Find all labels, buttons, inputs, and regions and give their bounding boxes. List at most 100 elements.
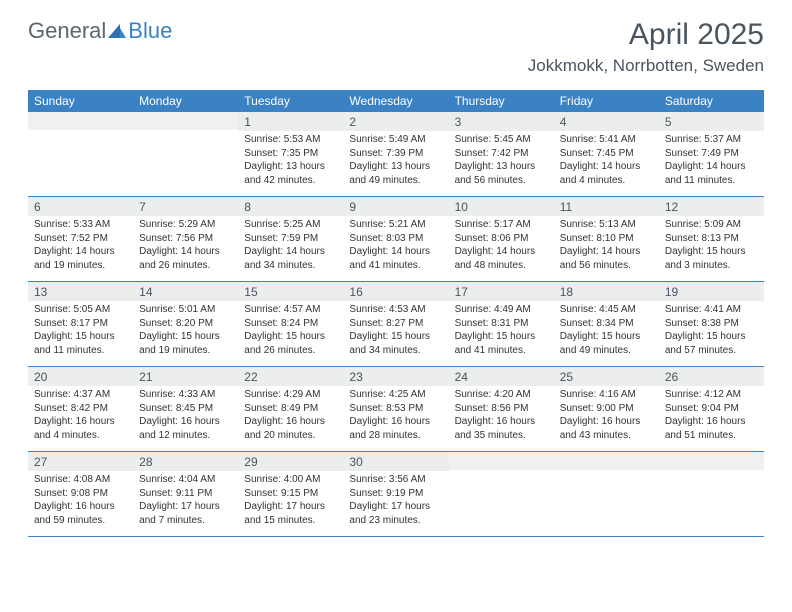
sunset-text: Sunset: 8:45 PM	[139, 402, 232, 416]
day-header-thursday: Thursday	[449, 90, 554, 112]
calendar-cell: 30Sunrise: 3:56 AMSunset: 9:19 PMDayligh…	[343, 452, 448, 536]
day-info: Sunrise: 5:29 AMSunset: 7:56 PMDaylight:…	[133, 216, 238, 274]
calendar-cell: 20Sunrise: 4:37 AMSunset: 8:42 PMDayligh…	[28, 367, 133, 451]
daylight-text: Daylight: 16 hours and 35 minutes.	[455, 415, 548, 442]
daylight-text: Daylight: 14 hours and 4 minutes.	[560, 160, 653, 187]
daylight-text: Daylight: 15 hours and 19 minutes.	[139, 330, 232, 357]
sunrise-text: Sunrise: 4:08 AM	[34, 473, 127, 487]
calendar-cell	[133, 112, 238, 196]
sunset-text: Sunset: 8:24 PM	[244, 317, 337, 331]
day-number: 25	[554, 367, 659, 386]
day-number: 29	[238, 452, 343, 471]
day-info: Sunrise: 4:29 AMSunset: 8:49 PMDaylight:…	[238, 386, 343, 444]
daylight-text: Daylight: 17 hours and 7 minutes.	[139, 500, 232, 527]
day-info: Sunrise: 4:53 AMSunset: 8:27 PMDaylight:…	[343, 301, 448, 359]
daylight-text: Daylight: 15 hours and 49 minutes.	[560, 330, 653, 357]
logo-sail-icon	[108, 24, 126, 38]
week-row: 1Sunrise: 5:53 AMSunset: 7:35 PMDaylight…	[28, 112, 764, 197]
sunset-text: Sunset: 9:00 PM	[560, 402, 653, 416]
sunset-text: Sunset: 8:17 PM	[34, 317, 127, 331]
day-info: Sunrise: 5:09 AMSunset: 8:13 PMDaylight:…	[659, 216, 764, 274]
day-info: Sunrise: 5:25 AMSunset: 7:59 PMDaylight:…	[238, 216, 343, 274]
sunrise-text: Sunrise: 4:04 AM	[139, 473, 232, 487]
day-number: 12	[659, 197, 764, 216]
daylight-text: Daylight: 14 hours and 26 minutes.	[139, 245, 232, 272]
sunrise-text: Sunrise: 5:49 AM	[349, 133, 442, 147]
day-number: 19	[659, 282, 764, 301]
day-number: 30	[343, 452, 448, 471]
day-info: Sunrise: 5:45 AMSunset: 7:42 PMDaylight:…	[449, 131, 554, 189]
page-header: General Blue April 2025 Jokkmokk, Norrbo…	[0, 0, 792, 80]
sunrise-text: Sunrise: 4:53 AM	[349, 303, 442, 317]
calendar-cell: 26Sunrise: 4:12 AMSunset: 9:04 PMDayligh…	[659, 367, 764, 451]
day-number: 15	[238, 282, 343, 301]
day-info: Sunrise: 4:57 AMSunset: 8:24 PMDaylight:…	[238, 301, 343, 359]
calendar-cell: 22Sunrise: 4:29 AMSunset: 8:49 PMDayligh…	[238, 367, 343, 451]
calendar-cell: 15Sunrise: 4:57 AMSunset: 8:24 PMDayligh…	[238, 282, 343, 366]
daylight-text: Daylight: 14 hours and 56 minutes.	[560, 245, 653, 272]
day-headers-row: Sunday Monday Tuesday Wednesday Thursday…	[28, 90, 764, 112]
day-number: 26	[659, 367, 764, 386]
day-info: Sunrise: 5:05 AMSunset: 8:17 PMDaylight:…	[28, 301, 133, 359]
daylight-text: Daylight: 16 hours and 28 minutes.	[349, 415, 442, 442]
calendar-cell: 17Sunrise: 4:49 AMSunset: 8:31 PMDayligh…	[449, 282, 554, 366]
calendar-cell: 7Sunrise: 5:29 AMSunset: 7:56 PMDaylight…	[133, 197, 238, 281]
calendar-cell: 18Sunrise: 4:45 AMSunset: 8:34 PMDayligh…	[554, 282, 659, 366]
sunrise-text: Sunrise: 4:49 AM	[455, 303, 548, 317]
calendar-cell: 25Sunrise: 4:16 AMSunset: 9:00 PMDayligh…	[554, 367, 659, 451]
sunset-text: Sunset: 9:08 PM	[34, 487, 127, 501]
sunrise-text: Sunrise: 5:09 AM	[665, 218, 758, 232]
day-header-monday: Monday	[133, 90, 238, 112]
day-number: 20	[28, 367, 133, 386]
calendar-cell: 21Sunrise: 4:33 AMSunset: 8:45 PMDayligh…	[133, 367, 238, 451]
day-info: Sunrise: 4:12 AMSunset: 9:04 PMDaylight:…	[659, 386, 764, 444]
sunrise-text: Sunrise: 5:21 AM	[349, 218, 442, 232]
sunset-text: Sunset: 8:49 PM	[244, 402, 337, 416]
day-info: Sunrise: 5:13 AMSunset: 8:10 PMDaylight:…	[554, 216, 659, 274]
day-header-wednesday: Wednesday	[343, 90, 448, 112]
sunrise-text: Sunrise: 4:29 AM	[244, 388, 337, 402]
daylight-text: Daylight: 16 hours and 12 minutes.	[139, 415, 232, 442]
day-number: 23	[343, 367, 448, 386]
day-info: Sunrise: 5:01 AMSunset: 8:20 PMDaylight:…	[133, 301, 238, 359]
day-number: 7	[133, 197, 238, 216]
calendar-cell	[554, 452, 659, 536]
daylight-text: Daylight: 16 hours and 43 minutes.	[560, 415, 653, 442]
calendar-cell	[449, 452, 554, 536]
month-title: April 2025	[528, 18, 764, 52]
logo: General Blue	[28, 18, 172, 44]
day-number	[28, 112, 133, 130]
daylight-text: Daylight: 17 hours and 23 minutes.	[349, 500, 442, 527]
sunset-text: Sunset: 9:19 PM	[349, 487, 442, 501]
day-number: 13	[28, 282, 133, 301]
sunrise-text: Sunrise: 5:25 AM	[244, 218, 337, 232]
sunrise-text: Sunrise: 5:01 AM	[139, 303, 232, 317]
calendar-cell: 14Sunrise: 5:01 AMSunset: 8:20 PMDayligh…	[133, 282, 238, 366]
daylight-text: Daylight: 13 hours and 42 minutes.	[244, 160, 337, 187]
daylight-text: Daylight: 15 hours and 57 minutes.	[665, 330, 758, 357]
sunrise-text: Sunrise: 4:25 AM	[349, 388, 442, 402]
sunset-text: Sunset: 8:27 PM	[349, 317, 442, 331]
calendar-cell: 24Sunrise: 4:20 AMSunset: 8:56 PMDayligh…	[449, 367, 554, 451]
logo-text-general: General	[28, 18, 106, 44]
day-number: 6	[28, 197, 133, 216]
sunset-text: Sunset: 9:04 PM	[665, 402, 758, 416]
day-number	[659, 452, 764, 470]
day-info: Sunrise: 5:49 AMSunset: 7:39 PMDaylight:…	[343, 131, 448, 189]
sunrise-text: Sunrise: 5:45 AM	[455, 133, 548, 147]
day-info: Sunrise: 5:53 AMSunset: 7:35 PMDaylight:…	[238, 131, 343, 189]
day-number: 14	[133, 282, 238, 301]
day-info: Sunrise: 4:04 AMSunset: 9:11 PMDaylight:…	[133, 471, 238, 529]
daylight-text: Daylight: 17 hours and 15 minutes.	[244, 500, 337, 527]
sunrise-text: Sunrise: 4:00 AM	[244, 473, 337, 487]
sunset-text: Sunset: 8:10 PM	[560, 232, 653, 246]
sunset-text: Sunset: 8:20 PM	[139, 317, 232, 331]
day-info: Sunrise: 4:37 AMSunset: 8:42 PMDaylight:…	[28, 386, 133, 444]
daylight-text: Daylight: 14 hours and 11 minutes.	[665, 160, 758, 187]
day-info: Sunrise: 4:25 AMSunset: 8:53 PMDaylight:…	[343, 386, 448, 444]
daylight-text: Daylight: 15 hours and 34 minutes.	[349, 330, 442, 357]
week-row: 20Sunrise: 4:37 AMSunset: 8:42 PMDayligh…	[28, 367, 764, 452]
day-number	[554, 452, 659, 470]
sunrise-text: Sunrise: 5:05 AM	[34, 303, 127, 317]
day-info: Sunrise: 4:00 AMSunset: 9:15 PMDaylight:…	[238, 471, 343, 529]
